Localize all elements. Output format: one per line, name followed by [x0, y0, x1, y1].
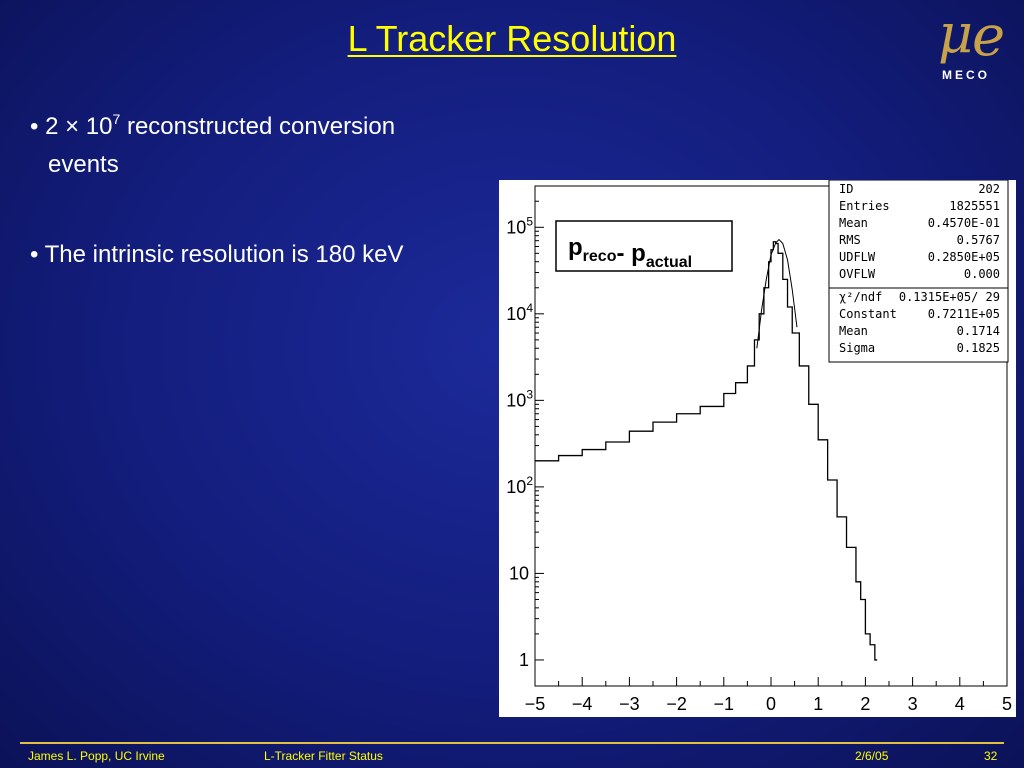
footer-author: James L. Popp, UC Irvine [28, 749, 165, 763]
bullet-2-text: The intrinsic resolution is 180 keV [44, 241, 404, 268]
fit-value: 0.1315E+05/ 29 [899, 290, 1000, 304]
logo-e-glyph: e [972, 4, 1006, 69]
x-tick-label: −3 [619, 694, 640, 714]
x-tick-label: 5 [1002, 694, 1012, 714]
fit-label: Constant [839, 307, 897, 321]
logo-mu-glyph: μ [938, 2, 974, 65]
stats-value: 1825551 [949, 199, 1000, 213]
x-tick-label: −1 [714, 694, 735, 714]
plot-label: preco- pactual [568, 234, 692, 271]
stats-label: Entries [839, 199, 890, 213]
fit-label: χ²/ndf [839, 290, 882, 304]
histogram-line [535, 241, 878, 661]
bullet-1-exponent: 7 [112, 111, 121, 127]
x-tick-label: 1 [813, 694, 823, 714]
stats-label: UDFLW [839, 250, 876, 264]
bullet-conversion-events: • 2 × 107 reconstructed conversion event… [30, 100, 490, 184]
footer-page-number: 32 [984, 749, 998, 763]
x-tick-label: 0 [766, 694, 776, 714]
fit-label: Sigma [839, 341, 875, 355]
stats-value: 0.2850E+05 [928, 250, 1000, 264]
x-tick-label: −4 [572, 694, 593, 714]
stats-label: OVFLW [839, 267, 876, 281]
bullet-marker: • [30, 113, 46, 140]
fit-value: 0.1714 [957, 324, 1000, 338]
stats-value: 0.000 [964, 267, 1000, 281]
bullet-marker: • [30, 241, 45, 268]
fit-label: Mean [839, 324, 868, 338]
y-tick-label: 102 [506, 474, 533, 497]
bullet-1-line2: events [48, 151, 119, 178]
y-tick-label: 104 [506, 301, 533, 324]
footer-date: 2/6/05 [855, 749, 889, 763]
stats-value: 202 [978, 182, 1000, 196]
bullet-intrinsic-resolution: • The intrinsic resolution is 180 keV [30, 236, 500, 274]
y-tick-label: 105 [506, 214, 533, 237]
slide-title: L Tracker Resolution [347, 18, 677, 59]
histogram-svg: −5 −4 −3 −2 −1 0 1 2 3 4 5 1 10 102 103 104 105 preco- pa… [506, 180, 1012, 714]
x-tick-label: −2 [666, 694, 687, 714]
footer-talk-title: L-Tracker Fitter Status [264, 749, 383, 763]
x-tick-label: 4 [955, 694, 965, 714]
y-tick-label: 103 [506, 387, 533, 410]
x-tick-label: −5 [525, 694, 546, 714]
meco-logo: μ e MECO [932, 2, 1022, 84]
stats-label: RMS [839, 233, 861, 247]
stats-box [828, 180, 1009, 289]
x-tick-label: 3 [908, 694, 918, 714]
fit-value: 0.7211E+05 [928, 307, 1000, 321]
logo-wordmark: MECO [942, 68, 990, 82]
y-tick-label: 1 [519, 650, 529, 670]
stats-value: 0.4570E-01 [928, 216, 1000, 230]
stats-label: Mean [839, 216, 868, 230]
bullet-1-text: reconstructed conversion [120, 113, 396, 140]
gaussian-fit-curve [756, 238, 798, 349]
fit-value: 0.1825 [957, 341, 1000, 355]
x-tick-label: 2 [860, 694, 870, 714]
plot-label-box [555, 220, 733, 272]
stats-label: ID [839, 182, 853, 196]
fit-box [828, 287, 1009, 363]
bullet-1-prefix: 2 × 10 [45, 113, 113, 140]
footer-divider [20, 742, 1004, 744]
stats-value: 0.5767 [957, 233, 1000, 247]
y-tick-label: 10 [509, 563, 529, 583]
histogram-plot: −5 −4 −3 −2 −1 0 1 2 3 4 5 1 10 102 103 104 105 preco- pa… [499, 180, 1016, 717]
